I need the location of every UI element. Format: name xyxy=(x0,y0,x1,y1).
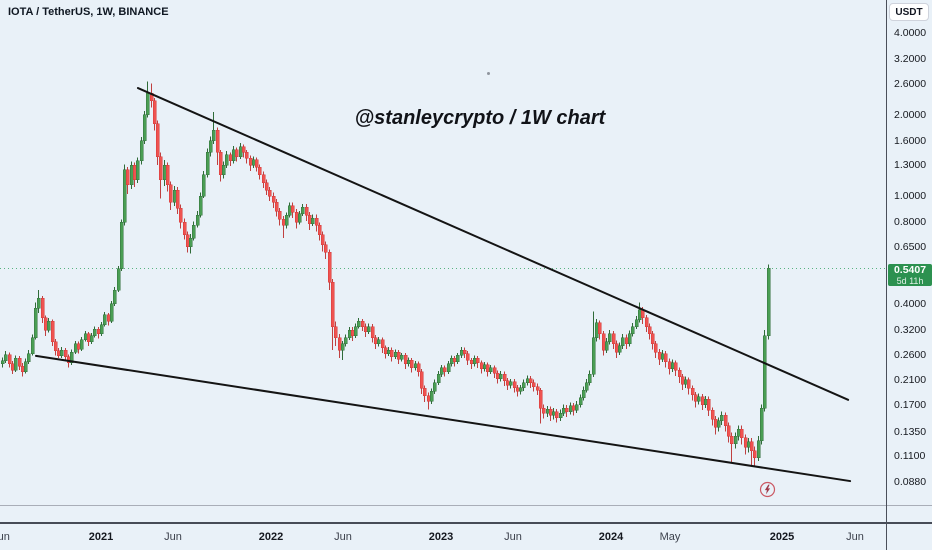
price-tick-label: 1.0000 xyxy=(894,190,927,203)
time-tick-month: Jun xyxy=(504,531,522,543)
current-price-badge: 0.5407 5d 11h xyxy=(888,264,932,287)
price-tick-label: 1.6000 xyxy=(894,134,927,147)
lightning-bolt-icon xyxy=(759,481,776,498)
price-tick-label: 2.6000 xyxy=(894,77,927,90)
price-tick-label: 0.1100 xyxy=(894,449,926,462)
price-tick-label: 4.0000 xyxy=(894,27,927,39)
price-tick-label: 0.2100 xyxy=(894,373,927,386)
price-tick-label: 2.0000 xyxy=(894,108,927,121)
price-tick-label: 3.2000 xyxy=(894,53,927,66)
price-tick-label: 0.4000 xyxy=(894,297,927,310)
idea-marker-dot xyxy=(487,72,490,75)
price-tick-label: 0.0880 xyxy=(894,476,927,488)
current-price-value: 0.5407 xyxy=(893,264,927,277)
trendline-upper-resistance xyxy=(136,87,850,401)
price-tick-label: 0.8000 xyxy=(894,216,927,229)
price-axis-border xyxy=(886,0,887,550)
candlestick-plot[interactable] xyxy=(0,0,886,505)
time-tick-year: 2025 xyxy=(769,531,795,543)
time-tick-year: 2022 xyxy=(258,531,284,543)
time-axis-border xyxy=(0,522,932,524)
pane-separator-handle[interactable] xyxy=(0,505,932,506)
annotation-text-drawing[interactable]: @stanleycrypto / 1W chart xyxy=(354,107,606,129)
currency-unit-button[interactable]: USDT xyxy=(889,3,929,21)
time-tick-month: Jun xyxy=(334,531,352,543)
price-tick-label: 1.3000 xyxy=(894,159,927,172)
time-scale[interactable]: Jun 2021 Jun 2022 Jun 2023 Jun 2024 May 2025 Jun xyxy=(0,524,886,550)
time-tick-year: 2023 xyxy=(428,531,454,543)
time-tick-year: 2024 xyxy=(598,531,624,543)
symbol-title: IOTA / TetherUS, 1W, BINANCE xyxy=(8,6,169,18)
price-scale[interactable]: USDT 4.0000 3.2000 2.6000 2.0000 1.6000 1.300… xyxy=(887,0,932,505)
time-tick-month: May xyxy=(659,531,681,543)
price-tick-label: 0.1700 xyxy=(894,398,927,411)
price-tick-label: 0.6500 xyxy=(894,240,927,253)
event-lightning-icon[interactable] xyxy=(759,481,776,498)
trendline-lower-support xyxy=(34,354,852,483)
price-tick-label: 0.3200 xyxy=(894,324,927,337)
time-tick-month: Jun xyxy=(0,531,10,543)
candle-countdown: 5d 11h xyxy=(896,275,924,286)
time-tick-month: Jun xyxy=(846,531,864,543)
price-tick-label: 0.1350 xyxy=(894,425,927,438)
chart-canvas[interactable]: IOTA / TetherUS, 1W, BINANCE @stanleycry… xyxy=(0,0,886,505)
time-tick-month: Jun xyxy=(164,531,182,543)
time-tick-year: 2021 xyxy=(88,531,114,543)
price-tick-label: 0.2600 xyxy=(894,348,927,361)
